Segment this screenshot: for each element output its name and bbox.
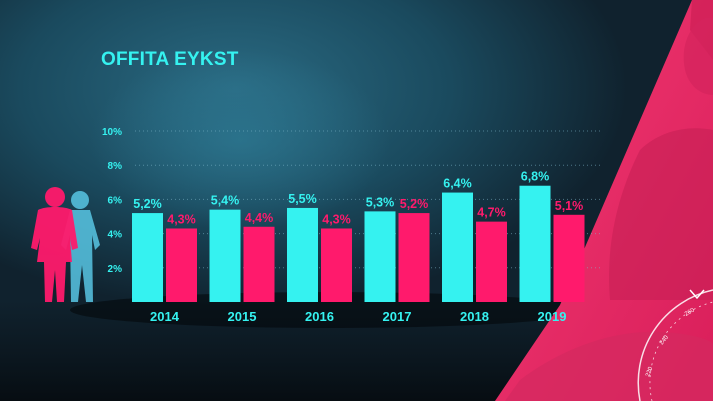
bars [132,185,585,302]
y-axis: 2% 4% 6% 8% 10% [102,127,122,275]
gauge-tick-label: 260 [684,307,696,318]
x-tick-label: 2014 [150,309,180,324]
chart-title: OFFITA EYKST [101,49,239,70]
data-label: 5,4% [211,194,240,208]
y-tick-label: 6% [108,195,123,206]
data-label: 5,3% [366,195,395,209]
x-axis: 2014 2015 2016 2017 2018 2019 [150,309,566,324]
bar-magenta [476,221,507,302]
data-label: 5,2% [400,197,429,211]
data-label: 5,2% [133,197,162,211]
data-label: 4,4% [245,211,274,225]
data-label: 5,1% [555,199,584,213]
x-tick-label: 2017 [383,309,412,324]
data-label: 6,4% [443,177,472,191]
bar-magenta [166,228,197,302]
x-tick-label: 2016 [305,309,334,324]
data-label: 4,7% [477,206,506,220]
y-tick-label: 4% [108,230,123,241]
x-tick-label: 2018 [460,309,489,324]
gauge-tick-label: 240 [659,334,670,346]
data-labels: 5,2% 4,3% 5,4% 4,4% 5,5% 4,3% 5,3% 5,2% 6,4% 4,7%… [133,170,583,227]
bar-cyan [287,207,318,302]
bar-cyan [132,213,163,302]
bar-magenta [321,228,352,302]
bar-cyan [209,209,241,302]
bar-magenta [243,226,275,302]
gauge-tick-labels: 220 240 260 [645,307,696,377]
gauge-tick-label: 220 [645,366,654,378]
bar-cyan [442,192,473,302]
data-label: 4,3% [167,212,196,226]
x-tick-label: 2015 [228,309,257,324]
bar-magenta [398,213,430,302]
bar-cyan [519,185,551,302]
people-silhouette-icon [31,187,100,302]
pink-photo-panel [495,0,713,401]
data-label: 6,8% [521,170,550,184]
y-tick-label: 10% [102,127,122,138]
speedometer-gauge-icon [637,289,713,401]
bar-magenta [553,214,585,302]
bar-cyan [364,211,396,302]
y-tick-label: 2% [108,264,123,275]
data-label: 5,5% [288,192,317,206]
data-label: 4,3% [322,212,351,226]
x-tick-label: 2019 [538,309,567,324]
y-tick-label: 8% [108,161,123,172]
